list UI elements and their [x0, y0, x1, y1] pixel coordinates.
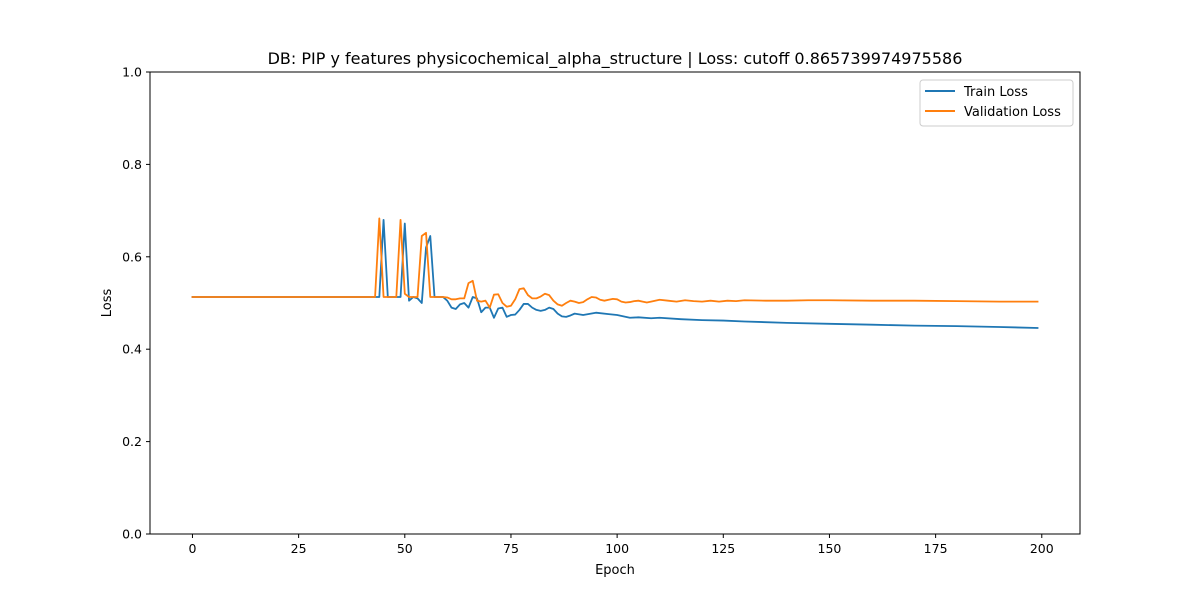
series-line-train-loss: [191, 218, 1039, 329]
legend-label-train-loss: Train Loss: [963, 85, 1028, 100]
chart-title: DB: PIP y features physicochemical_alpha…: [268, 49, 963, 69]
legend-box: [919, 79, 1074, 127]
y-tick-label: 1.0: [122, 65, 142, 80]
x-axis-label: Epoch: [595, 563, 635, 578]
legend-label-validation-loss: Validation Loss: [964, 105, 1061, 120]
x-tick-label: 175: [924, 541, 948, 556]
series-layer: [191, 217, 1039, 329]
x-tick-label: 25: [291, 541, 307, 556]
x-tick-label: 200: [1030, 541, 1054, 556]
x-tick-label: 75: [503, 541, 519, 556]
x-tick-label: 125: [711, 541, 735, 556]
x-tick-label: 50: [397, 541, 413, 556]
legend: Train Loss Validation Loss: [919, 79, 1074, 127]
y-tick-label: 0.6: [122, 249, 142, 264]
y-tick-label: 0.2: [122, 434, 142, 449]
x-tick-label: 150: [818, 541, 842, 556]
y-axis-ticks: 0.0 0.2 0.4 0.6 0.8 1.0: [122, 65, 150, 542]
y-tick-label: 0.4: [122, 342, 142, 357]
y-tick-label: 0.8: [122, 157, 142, 172]
x-tick-label: 100: [605, 541, 629, 556]
x-axis-ticks: 0 25 50 75 100 125 150 175 200: [188, 534, 1054, 556]
y-tick-label: 0.0: [122, 527, 142, 542]
x-tick-label: 0: [188, 541, 196, 556]
y-axis-label: Loss: [100, 289, 115, 318]
series-line-validation-loss: [191, 217, 1039, 309]
plot-frame: [149, 71, 1081, 535]
